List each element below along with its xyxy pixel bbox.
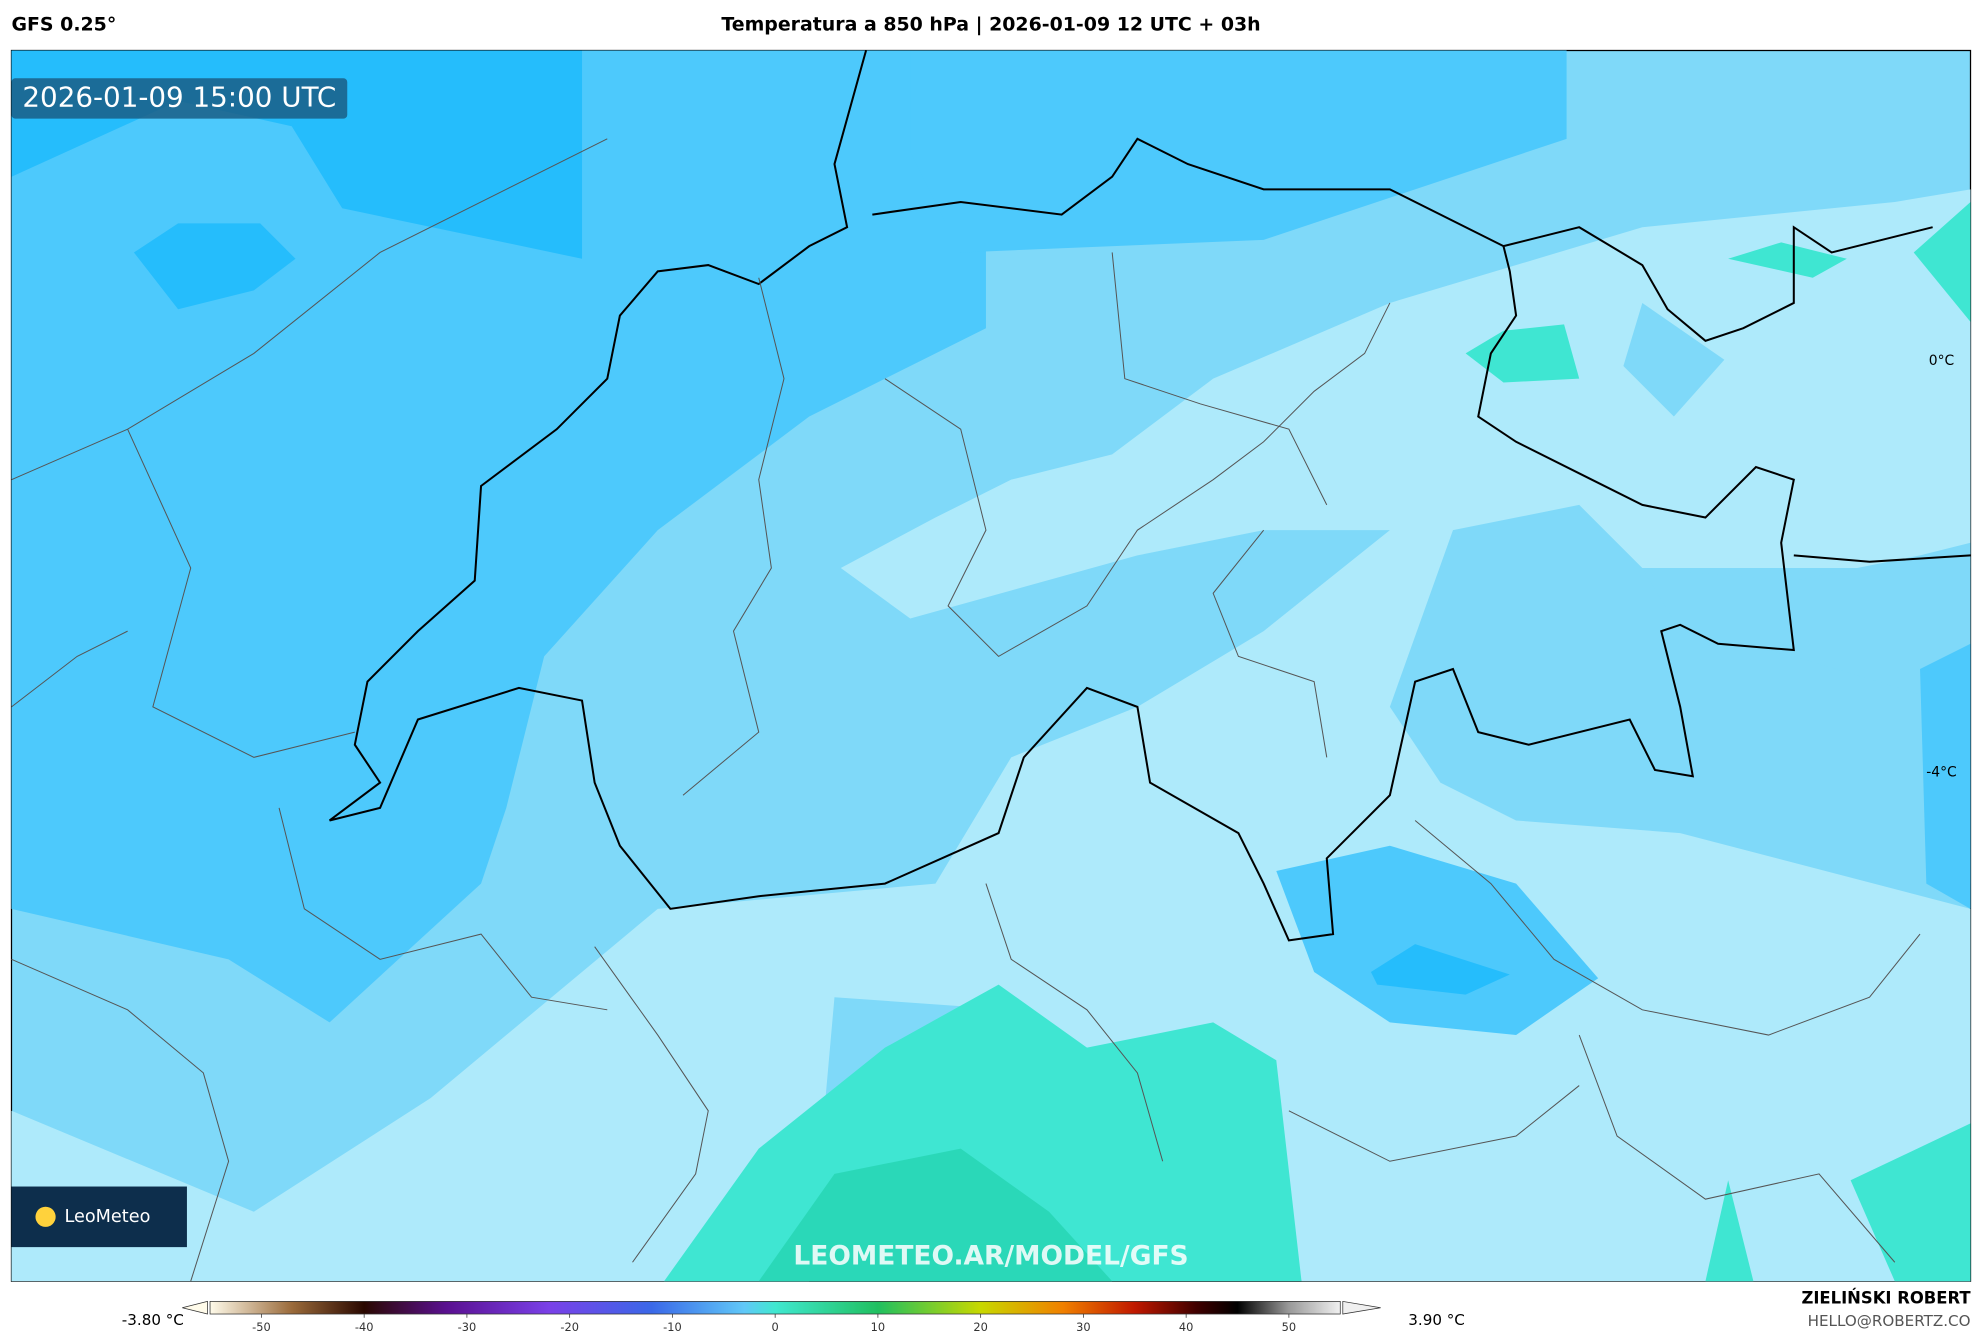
temp-zone (1623, 302, 1725, 417)
colorbar-tick-label: -30 (458, 1320, 477, 1334)
logo-sun (35, 1206, 56, 1227)
temp-zone (1850, 1123, 1971, 1282)
colorbar-max-label: 3.90 °C (1408, 1311, 1465, 1329)
colorbar-extend-low (182, 1300, 208, 1315)
colorbar: -50 -40 -30 -20 -10 0 10 20 30 40 50 (182, 1300, 1381, 1334)
temp-zone (1920, 643, 1971, 909)
colorbar-body (209, 1301, 1341, 1315)
title: Temperatura a 850 hPa | 2026-01-09 12 UT… (721, 14, 1260, 36)
colorbar-tick-label: -20 (560, 1320, 579, 1334)
colorbar-tick-label: -40 (355, 1320, 374, 1334)
contour-label: -4°C (1926, 765, 1956, 781)
temp-zone (1276, 845, 1599, 1036)
timestamp: 2026-01-09 15:00 UTC (22, 80, 336, 113)
temp-zone (11, 50, 986, 1023)
temp-zone (1705, 1180, 1754, 1282)
model-label: GFS 0.25° (11, 14, 116, 36)
author: ZIELIŃSKI ROBERT (1801, 1288, 1971, 1307)
temp-zone (1728, 242, 1847, 278)
logo: LeoMeteo (64, 1207, 150, 1227)
path (328, 50, 1971, 942)
colorbar-extend-high (1342, 1300, 1381, 1315)
colorbar-tick-label: 50 (1282, 1320, 1296, 1334)
colorbar-min-label: -3.80 °C (122, 1311, 184, 1329)
temp-zone (133, 223, 296, 310)
colorbar-tick-label: 10 (871, 1320, 885, 1334)
map (10, 49, 1972, 1282)
temp-zone (1465, 324, 1580, 383)
email: HELLO@ROBERTZ.CO (1808, 1312, 1971, 1330)
temp-zone (758, 1148, 1113, 1282)
path (11, 138, 1921, 1282)
contour-label: 0°C (1929, 353, 1954, 369)
temp-zone (1370, 944, 1510, 995)
watermark: LEOMETEO.AR/MODEL/GFS (793, 1241, 1188, 1272)
colorbar-tick-label: -50 (252, 1320, 271, 1334)
timestamp-box (11, 78, 348, 119)
colorbar-tick-label: 40 (1179, 1320, 1193, 1334)
colorbar-tick-label: 20 (973, 1320, 987, 1334)
temp-zone (910, 50, 1567, 253)
temp-zone (1642, 542, 1971, 884)
colorbar-tick-label: -10 (663, 1320, 682, 1334)
colorbar-tick-label: 0 (772, 1320, 779, 1334)
colorbar-tick-label: 30 (1076, 1320, 1090, 1334)
temp-zone (1913, 201, 1971, 322)
